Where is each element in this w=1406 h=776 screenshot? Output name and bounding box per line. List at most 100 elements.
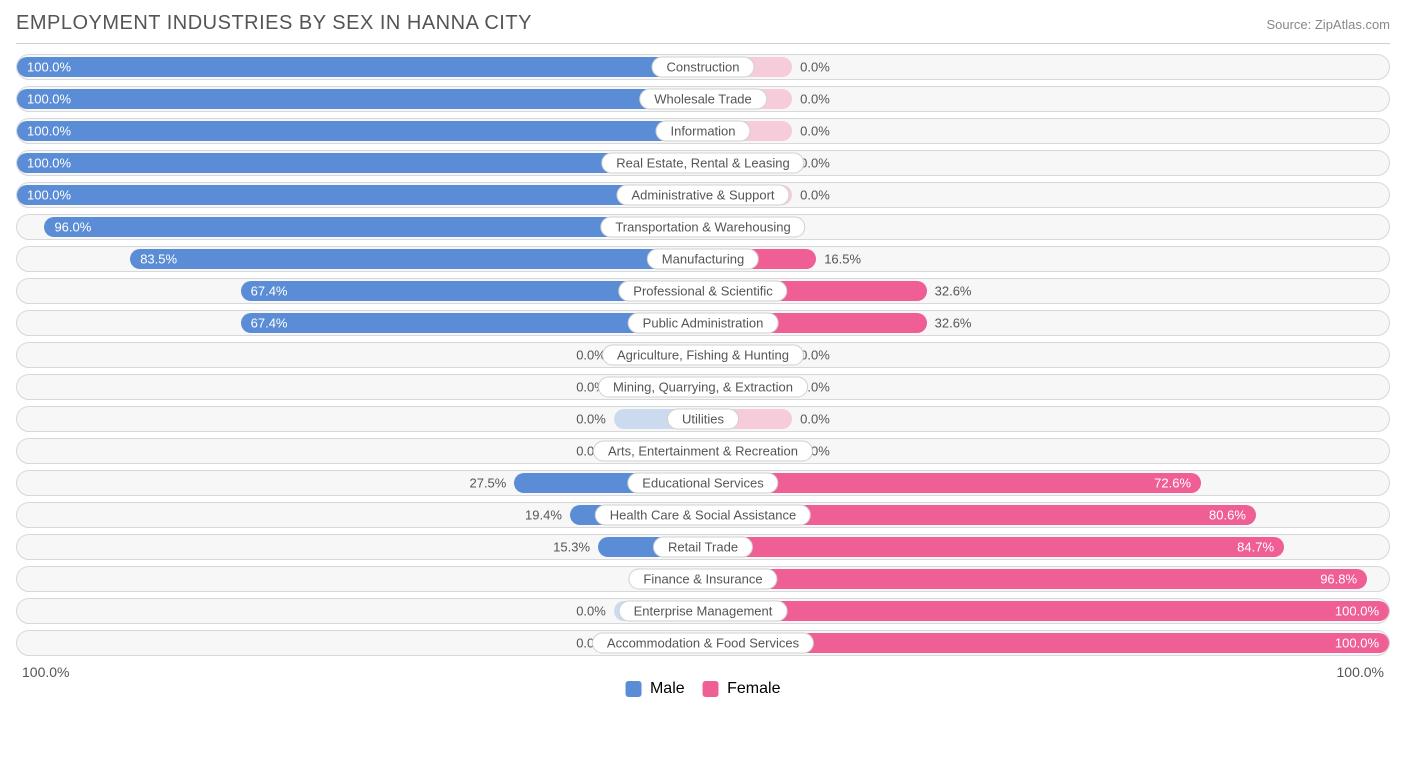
male-half: 100.0%	[17, 183, 703, 207]
male-half: 15.3%	[17, 535, 703, 559]
axis-right-label: 100.0%	[703, 664, 1384, 680]
row-label: Retail Trade	[653, 537, 753, 558]
row-label: Utilities	[667, 409, 739, 430]
female-half: 0.0%	[703, 183, 1389, 207]
chart-row: 67.4% 32.6% Public Administration	[16, 310, 1390, 336]
chart-row: 67.4% 32.6% Professional & Scientific	[16, 278, 1390, 304]
chart-row: 100.0% 0.0%Administrative & Support	[16, 182, 1390, 208]
female-value: 32.6%	[927, 316, 972, 331]
chart-footer: 100.0% 100.0% Male Female	[16, 664, 1390, 686]
female-value: 32.6%	[927, 284, 972, 299]
male-value: 15.3%	[553, 540, 598, 555]
male-bar	[17, 57, 703, 77]
female-half: 84.7%	[703, 535, 1389, 559]
row-label: Construction	[652, 57, 755, 78]
row-label: Health Care & Social Assistance	[595, 505, 811, 526]
female-value: 0.0%	[792, 60, 830, 75]
chart-row: 0.0% 100.0% Enterprise Management	[16, 598, 1390, 624]
row-label: Real Estate, Rental & Leasing	[601, 153, 804, 174]
female-value: 16.5%	[816, 252, 861, 267]
row-label: Public Administration	[628, 313, 779, 334]
row-label: Finance & Insurance	[628, 569, 777, 590]
female-swatch	[703, 681, 719, 697]
chart-row: 100.0% 0.0% Construction	[16, 54, 1390, 80]
legend-female-label: Female	[727, 680, 780, 697]
female-bar	[703, 569, 1367, 589]
legend-female: Female	[703, 680, 781, 698]
male-bar	[130, 249, 703, 269]
chart-legend: Male Female	[626, 680, 781, 698]
chart-row: 0.0%0.0%Agriculture, Fishing & Hunting	[16, 342, 1390, 368]
female-half: 72.6%	[703, 471, 1389, 495]
male-half: 27.5%	[17, 471, 703, 495]
female-value: 72.6%	[1154, 476, 1201, 491]
male-value: 100.0%	[17, 188, 71, 203]
chart-row: 100.0% 0.0% Information	[16, 118, 1390, 144]
row-label: Information	[655, 121, 750, 142]
female-bar	[703, 601, 1389, 621]
male-value: 19.4%	[525, 508, 570, 523]
row-label: Accommodation & Food Services	[592, 633, 814, 654]
male-half: 100.0%	[17, 55, 703, 79]
chart-title: EMPLOYMENT INDUSTRIES BY SEX IN HANNA CI…	[16, 12, 532, 35]
row-label: Enterprise Management	[619, 601, 788, 622]
female-half: 0.0%	[703, 151, 1389, 175]
chart-source: Source: ZipAtlas.com	[1266, 17, 1390, 32]
male-half: 100.0%	[17, 87, 703, 111]
chart-row: 19.4% 80.6% Health Care & Social Assistanc…	[16, 502, 1390, 528]
male-value: 96.0%	[44, 220, 91, 235]
female-bar	[703, 537, 1284, 557]
chart-header: EMPLOYMENT INDUSTRIES BY SEX IN HANNA CI…	[16, 12, 1390, 44]
female-half: 0.0%	[703, 407, 1389, 431]
row-label: Professional & Scientific	[618, 281, 787, 302]
chart-row: 0.0%100.0%Accommodation & Food Services	[16, 630, 1390, 656]
female-half: 0.0%	[703, 343, 1389, 367]
male-value: 100.0%	[17, 156, 71, 171]
male-half: 100.0%	[17, 119, 703, 143]
male-half: 0.0%	[17, 407, 703, 431]
female-half: 0.0%	[703, 55, 1389, 79]
female-value: 96.8%	[1320, 572, 1367, 587]
female-half: 4.0%	[703, 215, 1389, 239]
chart-row: 0.0%0.0%Mining, Quarrying, & Extraction	[16, 374, 1390, 400]
female-value: 100.0%	[1335, 636, 1389, 651]
row-label: Agriculture, Fishing & Hunting	[602, 345, 804, 366]
chart-row: 83.5% 16.5% Manufacturing	[16, 246, 1390, 272]
male-value: 100.0%	[17, 124, 71, 139]
female-half: 0.0%	[703, 87, 1389, 111]
axis-left-label: 100.0%	[22, 664, 703, 680]
female-value: 100.0%	[1335, 604, 1389, 619]
female-half: 32.6%	[703, 279, 1389, 303]
male-half: 83.5%	[17, 247, 703, 271]
chart-row: 0.0%0.0%Arts, Entertainment & Recreation	[16, 438, 1390, 464]
female-value: 0.0%	[792, 412, 830, 427]
chart-row: 15.3% 84.7% Retail Trade	[16, 534, 1390, 560]
legend-male: Male	[626, 680, 685, 698]
male-half: 0.0%	[17, 343, 703, 367]
female-half: 16.5%	[703, 247, 1389, 271]
row-label: Wholesale Trade	[639, 89, 767, 110]
male-half: 67.4%	[17, 279, 703, 303]
row-label: Transportation & Warehousing	[600, 217, 805, 238]
row-label: Administrative & Support	[616, 185, 789, 206]
male-value: 83.5%	[130, 252, 177, 267]
chart-row: 100.0% 0.0%Real Estate, Rental & Leasing	[16, 150, 1390, 176]
female-value: 0.0%	[792, 124, 830, 139]
male-value: 0.0%	[576, 604, 614, 619]
legend-male-label: Male	[650, 680, 685, 697]
chart-row: 96.0% 4.0%Transportation & Warehousing	[16, 214, 1390, 240]
row-label: Arts, Entertainment & Recreation	[593, 441, 813, 462]
male-value: 0.0%	[576, 412, 614, 427]
male-value: 67.4%	[241, 316, 288, 331]
male-swatch	[626, 681, 642, 697]
female-value: 84.7%	[1237, 540, 1284, 555]
male-bar	[17, 121, 703, 141]
female-value: 80.6%	[1209, 508, 1256, 523]
male-value: 100.0%	[17, 60, 71, 75]
chart-row: 27.5%72.6%Educational Services	[16, 470, 1390, 496]
row-label: Manufacturing	[647, 249, 759, 270]
male-half: 3.2%	[17, 567, 703, 591]
female-value: 0.0%	[792, 92, 830, 107]
male-bar	[17, 185, 703, 205]
male-half: 67.4%	[17, 311, 703, 335]
